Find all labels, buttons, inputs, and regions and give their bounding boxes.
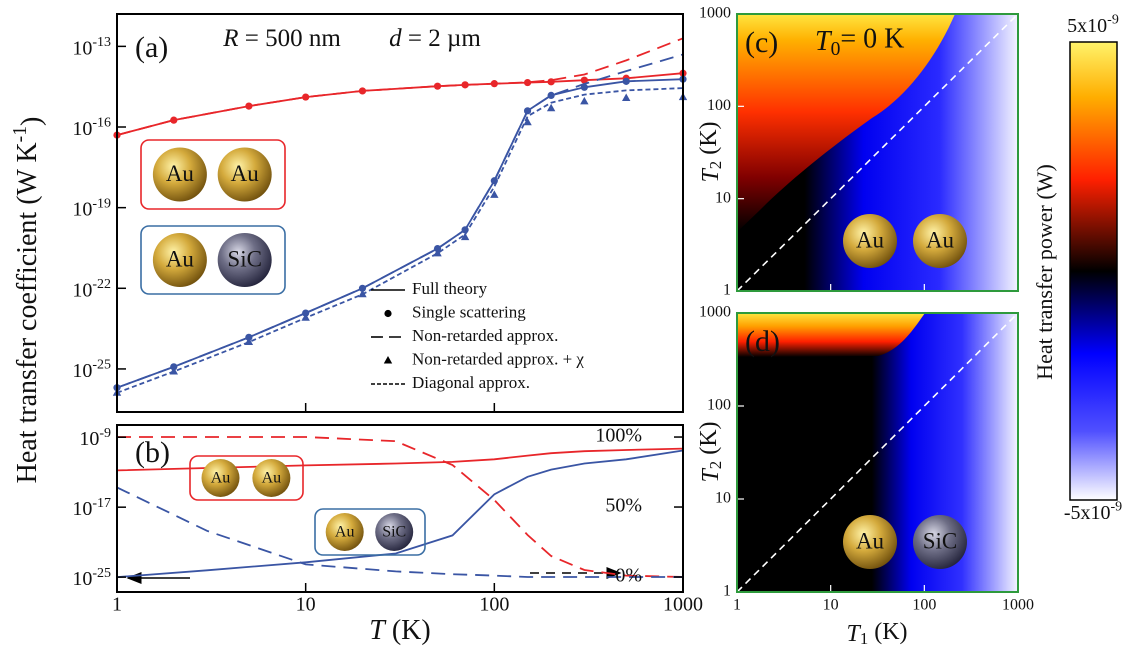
x-tick-label: 1000 [1002,597,1034,614]
panel-label: (d) [745,325,780,358]
marker [384,310,391,317]
series-line [117,79,683,388]
annotation: R = 500 nm [222,25,341,52]
y-tick-label: 10-13 [72,35,111,59]
legend-label: Full theory [412,279,488,298]
y-axis-label: T2 (K) [695,421,725,482]
panel-label: (a) [135,31,168,64]
legend-label: Non-retarded approx. [412,326,558,345]
y-tick-label: 10-16 [72,116,111,140]
sphere-label: Au [856,227,885,252]
marker [580,97,588,105]
marker [434,83,441,90]
colorbar-label: Heat transfer power (W) [1032,164,1057,380]
series-line [117,38,683,135]
colorbar-tick-label: -5x10-9 [1064,500,1122,524]
marker [623,78,630,85]
x-axis-label: T1 (K) [846,618,907,648]
sphere-label: Au [166,246,195,271]
page: Heat transfer coefficient (W K-1) T (K) … [0,0,1125,653]
series-line [117,88,683,393]
marker [548,92,555,99]
marker [384,356,392,364]
y2-tick-label: 100% [595,425,642,447]
y-tick-label: 100 [707,97,731,114]
sphere-label: Au [262,470,282,487]
figure: Heat transfer coefficient (W K-1) T (K) … [0,0,1125,653]
series-line [117,449,683,471]
x-axis-label: T (K) [369,615,430,646]
sphere-label: SiC [382,524,406,541]
x-tick-label: 1 [112,594,122,616]
x-tick-label: 100 [912,597,936,614]
x-tick-label: 10 [296,594,316,616]
y-axis-label: Heat transfer coefficient (W K-1) [10,117,48,484]
y-tick-label: 100 [707,397,731,414]
series-line [117,451,683,578]
y-tick-label: 10-17 [72,496,111,520]
sphere-label: Au [231,161,260,186]
panel-label: (b) [135,436,170,469]
sphere-label: Au [856,528,885,553]
y-tick-label: 10-22 [72,277,111,301]
y-tick-label: 10-9 [79,426,111,450]
x-tick-label: 10 [823,597,839,614]
y-tick-label: 10 [715,189,731,206]
sphere-label: SiC [227,246,262,271]
sphere-label: SiC [923,528,958,553]
x-tick-label: 100 [479,594,509,616]
y-tick-label: 10-25 [72,358,111,382]
sphere-label: Au [211,470,231,487]
y-tick-label: 10-25 [72,566,111,590]
sphere-label: Au [166,161,195,186]
sphere-label: Au [335,524,355,541]
legend-label: Diagonal approx. [412,373,530,392]
legend-label: Non-retarded approx. + χ [412,349,584,368]
y2-tick-label: 50% [605,495,642,517]
sphere-label: Au [926,227,955,252]
y-tick-label: 1000 [699,304,731,321]
annotation: T0= 0 K [815,24,904,59]
marker [622,94,630,102]
marker [302,93,309,100]
marker [524,79,531,86]
y-axis-label: T2 (K) [695,121,725,182]
series-line [117,73,683,135]
y-tick-label: 10 [715,490,731,507]
x-tick-label: 1 [733,597,741,614]
legend-label: Single scattering [412,302,526,321]
y-tick-label: 1000 [699,5,731,22]
plot-frame [117,14,683,412]
y2-tick-label: 0% [615,565,642,587]
colorbar [1070,42,1117,500]
y-tick-label: 10-19 [72,197,111,221]
y-tick-label: 1 [723,583,731,600]
colorbar-tick-label: 5x10-9 [1067,13,1119,37]
annotation: d = 2 µm [389,25,481,52]
x-tick-label: 1000 [663,594,703,616]
panel-label: (c) [745,26,778,59]
series-line [117,437,683,577]
y-tick-label: 1 [723,282,731,299]
